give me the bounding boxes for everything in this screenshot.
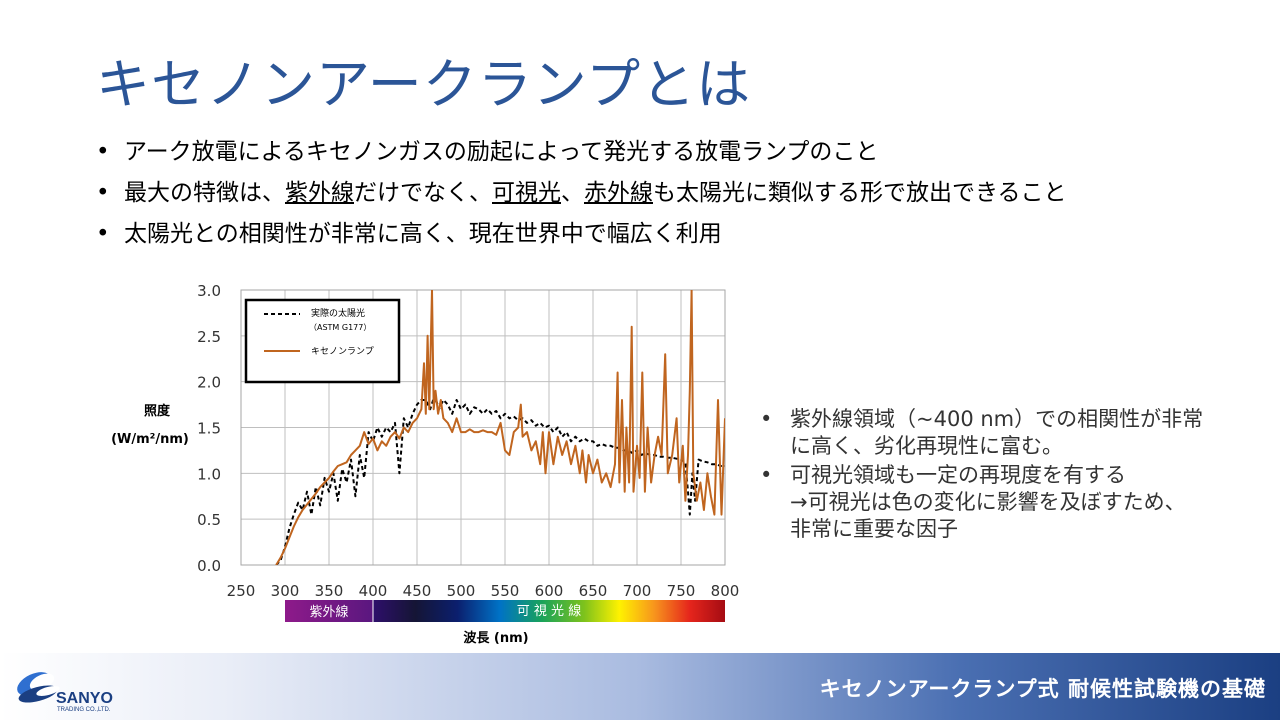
side-note-line: 可視光領域も一定の再現度を有する — [790, 463, 1126, 487]
series-line-sun — [275, 394, 725, 565]
bullet-text: 、 — [561, 180, 584, 206]
x-axis-label: 波長 (nm) — [463, 630, 528, 646]
series-line-xenon — [275, 290, 725, 565]
bullet-text: 太陽光との相関性が非常に高く、現在世界中で幅広く利用 — [124, 221, 722, 247]
x-tick-label: 500 — [447, 582, 476, 600]
footer-title: キセノンアークランプ式 耐候性試験機の基礎 — [819, 677, 1266, 701]
side-note-item: 可視光領域も一定の再現度を有する →可視光は色の変化に影響を及ぼすため、非常に重要… — [760, 462, 1260, 543]
side-note-line: →可視光は色の変化に影響を及ぼすため、 — [790, 490, 1186, 514]
x-tick-label: 300 — [271, 582, 300, 600]
bullet-item: 太陽光との相関性が非常に高く、現在世界中で幅広く利用 — [96, 214, 1067, 255]
bullet-text: 最大の特徴は、 — [124, 180, 285, 206]
uv-band — [285, 600, 373, 622]
side-note-line: 紫外線領域（~400 nm）での相関性が非常 — [790, 407, 1204, 431]
x-tick-label: 450 — [403, 582, 432, 600]
legend-label-xenon: キセノンランプ — [311, 346, 374, 357]
x-tick-label: 700 — [623, 582, 652, 600]
x-tick-label: 550 — [491, 582, 520, 600]
x-tick-label: 650 — [579, 582, 608, 600]
slide-title: キセノンアークランプとは — [96, 53, 752, 116]
bullet-text: だけでなく、 — [354, 180, 492, 206]
y-tick-label: 1.0 — [197, 465, 221, 483]
y-axis-label-line2: (W/m²/nm) — [111, 432, 189, 447]
y-tick-label: 3.0 — [197, 282, 221, 300]
x-tick-label: 350 — [315, 582, 344, 600]
bullet-item: アーク放電によるキセノンガスの励起によって発光する放電ランプのこと — [96, 132, 1067, 173]
bullet-text: アーク放電によるキセノンガスの励起によって発光する放電ランプのこと — [124, 139, 879, 165]
x-tick-label: 750 — [667, 582, 696, 600]
logo-name: SANYO — [56, 690, 113, 707]
uv-band-label: 紫外線 — [309, 604, 348, 620]
bullet-list: アーク放電によるキセノンガスの励起によって発光する放電ランプのこと最大の特徴は、… — [96, 132, 1067, 255]
x-tick-label: 400 — [359, 582, 388, 600]
y-tick-label: 2.0 — [197, 374, 221, 392]
bullet-text: も太陽光に類似する形で放出できること — [653, 180, 1067, 206]
bullet-text: 赤外線 — [584, 180, 653, 206]
bullet-item: 最大の特徴は、紫外線だけでなく、可視光、赤外線も太陽光に類似する形で放出できるこ… — [96, 173, 1067, 214]
visible-band-label: 可 視 光 線 — [517, 603, 581, 619]
legend-label-sun: 実際の太陽光 — [311, 307, 365, 319]
bullet-text: 紫外線 — [285, 180, 354, 206]
y-tick-label: 0.5 — [197, 511, 221, 529]
y-tick-label: 2.5 — [197, 328, 221, 346]
y-axis-label-line1: 照度 — [144, 403, 171, 419]
side-note-line: に高く、劣化再現性に富む。 — [790, 434, 1063, 458]
logo-subtext: TRADING CO.,LTD. — [57, 707, 111, 713]
x-tick-label: 800 — [711, 582, 740, 600]
footer-bar: キセノンアークランプ式 耐候性試験機の基礎 — [0, 653, 1280, 720]
y-tick-label: 0.0 — [197, 557, 221, 575]
x-tick-label: 600 — [535, 582, 564, 600]
sanyo-logo-icon — [17, 672, 60, 703]
chart-legend: 実際の太陽光 （ASTM G177） キセノンランプ — [244, 298, 401, 384]
spectrum-chart: 0.0 0.5 1.0 1.5 2.0 2.5 3.0 250 300 350 400 450 500… — [111, 282, 740, 646]
spectrum-band: 紫外線 可 視 光 線 — [285, 600, 725, 622]
x-tick-label: 250 — [227, 582, 256, 600]
side-notes: 紫外線領域（~400 nm）での相関性が非常に高く、劣化再現性に富む。可視光領域… — [760, 406, 1260, 545]
bullet-text: 可視光 — [492, 180, 561, 206]
visible-band — [373, 600, 725, 622]
y-tick-label: 1.5 — [197, 420, 221, 438]
side-note-line: 非常に重要な因子 — [790, 517, 958, 541]
legend-sublabel-sun: （ASTM G177） — [309, 323, 371, 332]
